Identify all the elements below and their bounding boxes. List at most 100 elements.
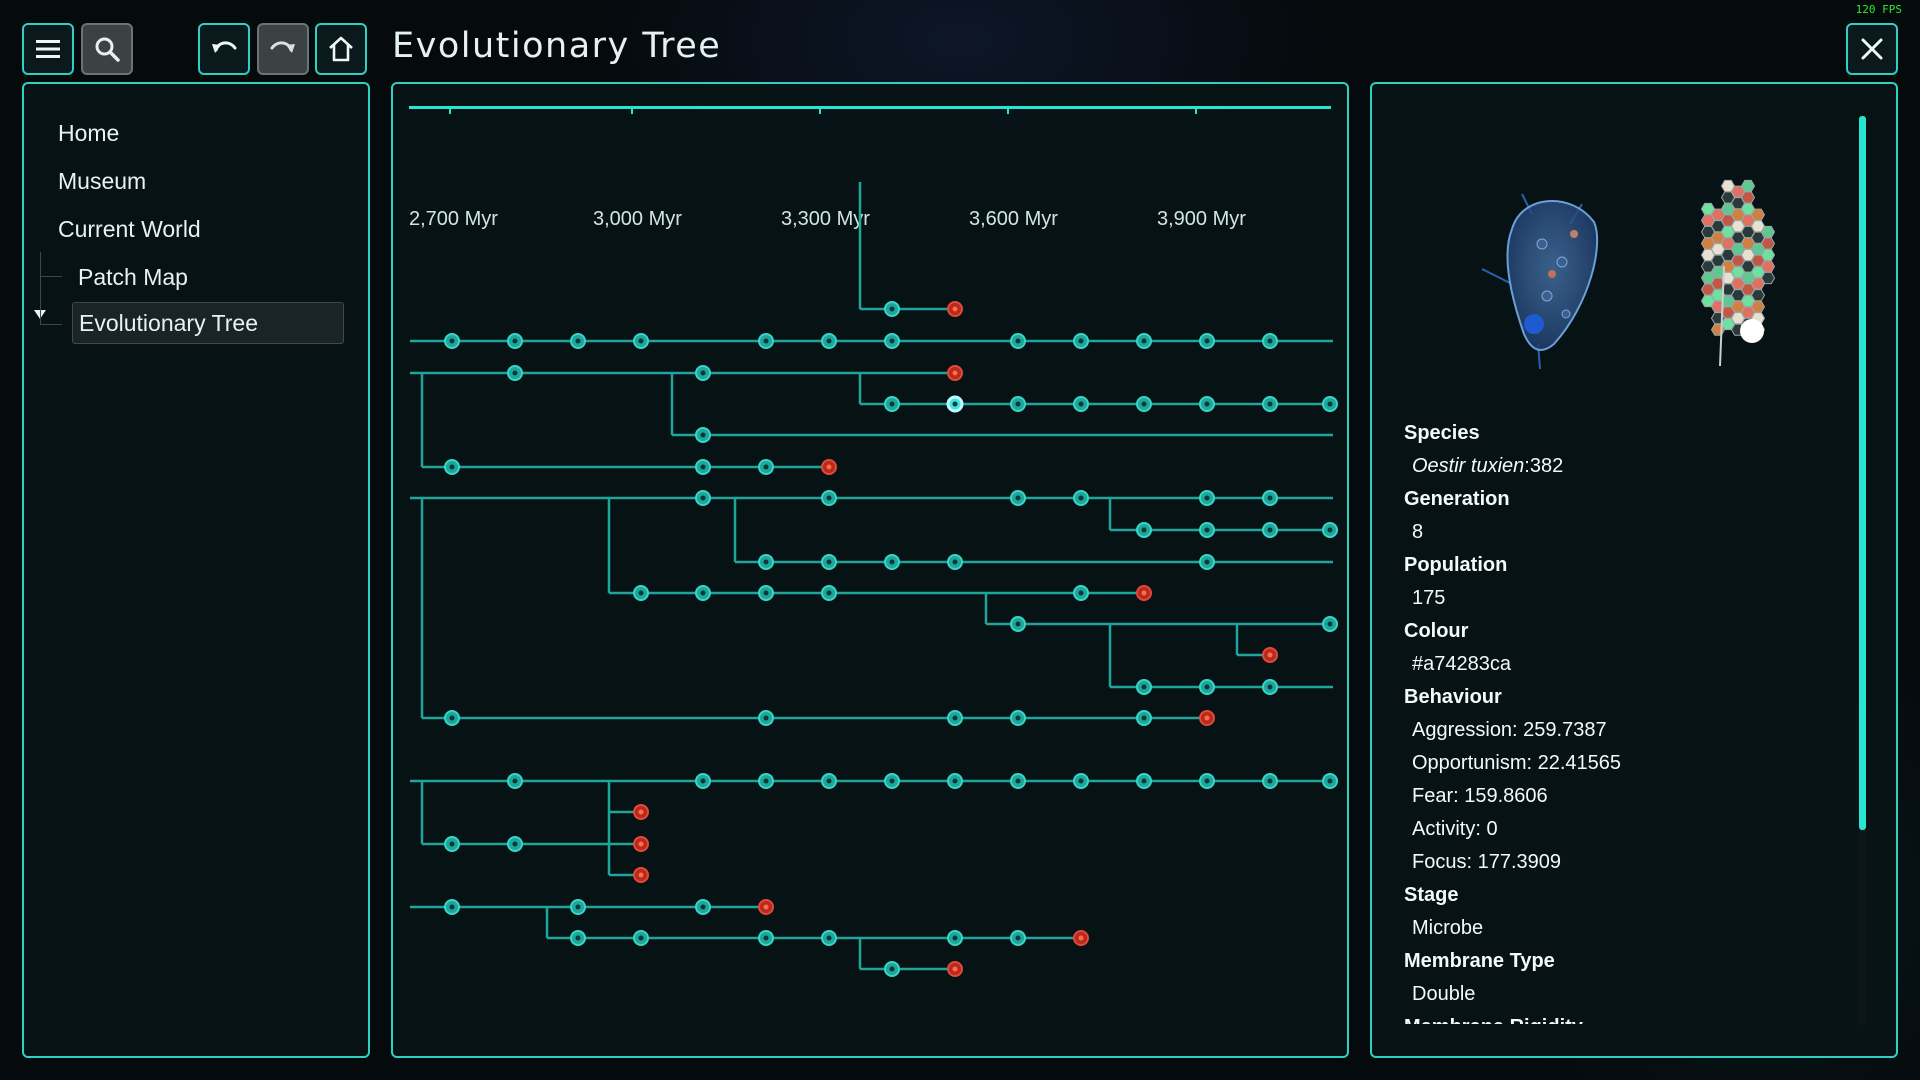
species-node-core	[763, 590, 769, 596]
species-node-core	[1078, 338, 1084, 344]
timeline-tick-label: 3,900 Myr	[1157, 208, 1246, 230]
organelle-hex	[1750, 289, 1766, 302]
species-node-core	[638, 338, 644, 344]
species-node-core	[1267, 652, 1273, 658]
timeline-tick-label: 3,600 Myr	[969, 208, 1058, 230]
species-node-core	[1267, 684, 1273, 690]
species-node-core	[1141, 684, 1147, 690]
organelle-hex	[1750, 208, 1766, 221]
evolutionary-tree-panel: 2,700 Myr 3,000 Myr 3,300 Myr 3,600 Myr …	[391, 82, 1349, 1058]
redo-icon	[270, 41, 295, 53]
species-node-core	[889, 306, 895, 312]
details-scrollbar-thumb[interactable]	[1859, 116, 1866, 830]
focus-value: Focus: 177.3909	[1412, 851, 1561, 873]
organelle-hex	[1740, 191, 1756, 204]
species-node-core	[700, 495, 706, 501]
species-node-core	[512, 778, 518, 784]
membrane-rigidity-label: Membrane Rigidity	[1404, 1016, 1583, 1024]
home-button[interactable]	[315, 23, 367, 75]
species-node-core	[1204, 684, 1210, 690]
menu-button[interactable]	[22, 23, 74, 75]
organelle-hex	[1750, 300, 1766, 313]
search-button[interactable]	[81, 23, 133, 75]
timeline-tick-mark	[631, 106, 633, 114]
tree-guide-line	[40, 252, 41, 325]
behaviour-label: Behaviour	[1404, 686, 1502, 708]
species-node-core	[700, 432, 706, 438]
species-node-core	[575, 338, 581, 344]
undo-button[interactable]	[198, 23, 250, 75]
species-node-core	[952, 966, 958, 972]
organelle-hex	[1760, 271, 1776, 285]
species-node-core	[763, 559, 769, 565]
membrane-type-value: Double	[1412, 983, 1476, 1005]
colour-label: Colour	[1404, 620, 1469, 642]
species-node-core	[449, 841, 455, 847]
species-node-core	[1015, 778, 1021, 784]
species-node-core	[1015, 935, 1021, 941]
membrane-type-label: Membrane Type	[1404, 950, 1555, 972]
species-node-core	[763, 338, 769, 344]
species-node-core	[952, 715, 958, 721]
species-node-core	[1204, 778, 1210, 784]
phylogeny-tree[interactable]	[393, 84, 1347, 1056]
organelle-hex	[1760, 225, 1776, 239]
close-button[interactable]	[1846, 23, 1898, 75]
species-node-core	[1267, 495, 1273, 501]
species-node-core	[638, 935, 644, 941]
tree-guide-line	[40, 324, 62, 325]
timeline-axis	[409, 106, 1331, 109]
nav-patch-map[interactable]: Patch Map	[78, 264, 188, 290]
timeline-tick-label: 3,000 Myr	[593, 208, 682, 230]
species-node-core	[1078, 495, 1084, 501]
timeline-tick-mark	[1195, 106, 1197, 114]
species-node-core	[952, 778, 958, 784]
species-node-core	[1204, 715, 1210, 721]
species-node-core	[1267, 778, 1273, 784]
species-node-core	[1078, 401, 1084, 407]
species-node-core	[449, 715, 455, 721]
species-node-core	[763, 715, 769, 721]
species-node-core	[1327, 621, 1333, 627]
generation-label: Generation	[1404, 488, 1510, 510]
species-node-core	[763, 464, 769, 470]
redo-button[interactable]	[257, 23, 309, 75]
species-node-core	[1204, 338, 1210, 344]
organelle-hex	[1740, 179, 1756, 193]
nav-evolutionary-tree[interactable]: Evolutionary Tree	[72, 302, 344, 344]
timeline-tick-mark	[819, 106, 821, 114]
microbe-preview-icon	[1481, 193, 1599, 370]
page-title: Evolutionary Tree	[392, 26, 722, 66]
species-node-core	[763, 778, 769, 784]
species-node-core	[512, 338, 518, 344]
details-scrollbar[interactable]	[1859, 116, 1866, 1026]
species-node-core	[449, 338, 455, 344]
nav-museum[interactable]: Museum	[58, 168, 147, 194]
timeline-tick-mark	[449, 106, 451, 114]
undo-icon	[212, 41, 237, 53]
home-icon	[329, 36, 353, 62]
species-details-panel: Species Oestir tuxien:382 Generation 8 P…	[1370, 82, 1898, 1058]
species-node-core	[1015, 495, 1021, 501]
species-value: Oestir tuxien:382	[1412, 455, 1563, 478]
nav-current-world[interactable]: Current World	[58, 216, 201, 242]
species-node-core	[889, 778, 895, 784]
opportunism-value: Opportunism: 22.41565	[1412, 752, 1622, 774]
species-node-core	[638, 841, 644, 847]
species-label: Species	[1404, 422, 1480, 444]
species-node-core	[826, 935, 832, 941]
timeline-tick-label: 3,300 Myr	[781, 208, 870, 230]
nav-home[interactable]: Home	[58, 120, 120, 146]
species-node-core	[700, 904, 706, 910]
species-node-core	[826, 464, 832, 470]
close-icon	[1861, 38, 1883, 60]
species-node-core	[763, 904, 769, 910]
activity-value: Activity: 0	[1412, 818, 1498, 840]
species-node-core	[1204, 401, 1210, 407]
species-node-core	[889, 966, 895, 972]
species-node-core	[1078, 778, 1084, 784]
species-node-core	[512, 370, 518, 376]
species-node-core	[1204, 495, 1210, 501]
species-name: Oestir tuxien	[1412, 455, 1525, 477]
species-node-core	[1204, 527, 1210, 533]
